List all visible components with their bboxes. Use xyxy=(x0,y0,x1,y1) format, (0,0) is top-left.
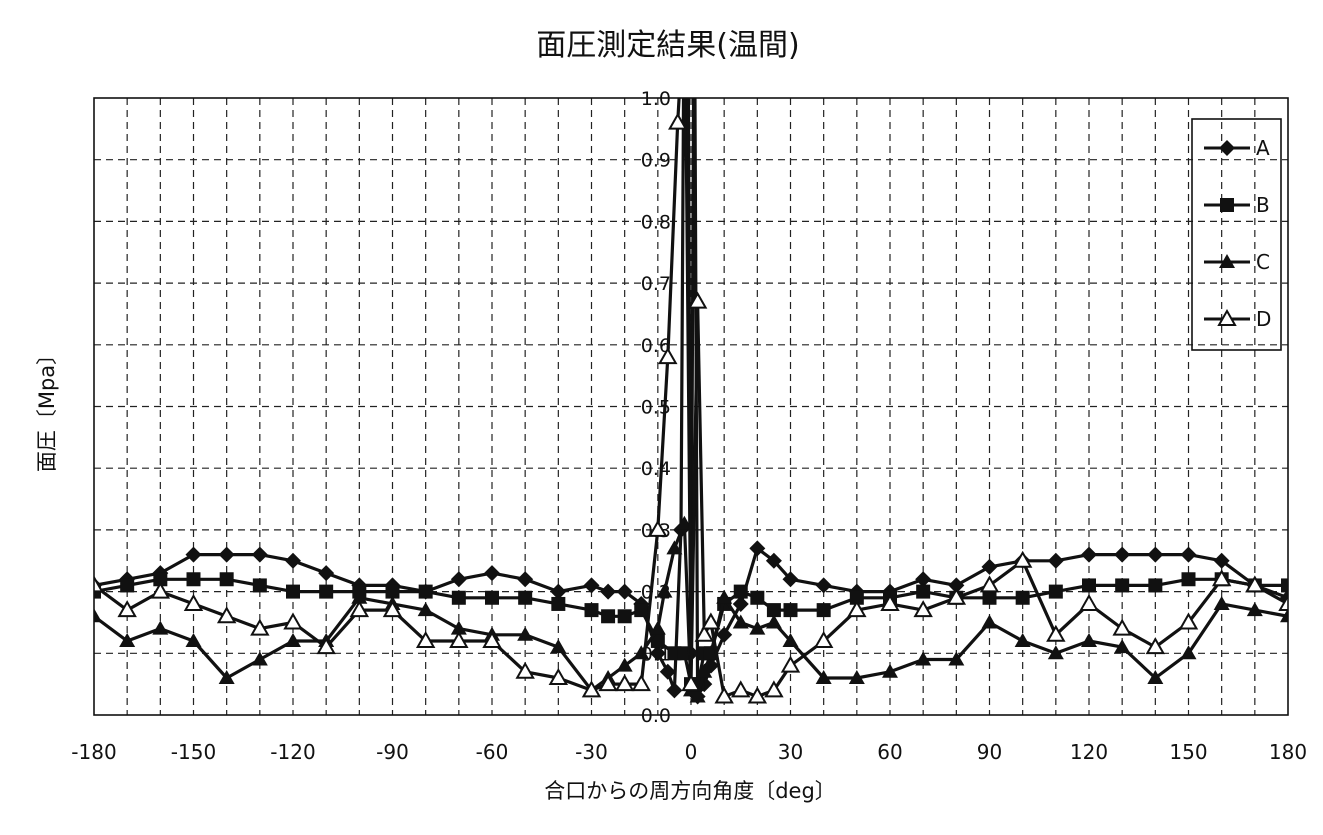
legend-label: B xyxy=(1256,193,1270,217)
data-point xyxy=(285,614,301,628)
data-point xyxy=(666,682,682,698)
data-point xyxy=(600,584,616,600)
data-point xyxy=(285,553,301,569)
y-tick-label: 0.0 xyxy=(641,705,671,727)
data-point xyxy=(1081,596,1097,610)
data-point xyxy=(1147,547,1163,563)
data-point xyxy=(252,547,268,563)
x-tick-label: 120 xyxy=(1070,740,1108,764)
series-layer xyxy=(86,0,1296,704)
data-point xyxy=(983,591,997,605)
data-point xyxy=(186,547,202,563)
data-point xyxy=(1048,553,1064,569)
y-axis-label: 面圧〔Mpa〕 xyxy=(35,344,59,472)
x-tick-label: 30 xyxy=(778,740,803,764)
data-point xyxy=(120,578,134,592)
x-tick-label: -120 xyxy=(270,740,315,764)
data-point xyxy=(451,571,467,587)
legend-label: A xyxy=(1256,136,1270,160)
data-point xyxy=(601,609,615,623)
y-tick-label: 0.7 xyxy=(641,273,671,295)
data-point xyxy=(1114,547,1130,563)
data-point xyxy=(551,597,565,611)
data-point xyxy=(319,585,333,599)
data-point xyxy=(1082,578,1096,592)
y-tick-label: 1.0 xyxy=(641,88,671,110)
x-tick-label: 0 xyxy=(685,740,698,764)
legend-item-c: C xyxy=(1204,250,1270,274)
data-point xyxy=(916,585,930,599)
data-point xyxy=(733,682,749,696)
data-point xyxy=(584,577,600,593)
x-tick-label: 180 xyxy=(1269,740,1307,764)
data-point xyxy=(585,603,599,617)
legend: A B C D xyxy=(1192,119,1281,350)
x-tick-label: -60 xyxy=(476,740,509,764)
data-point xyxy=(784,603,798,617)
data-point xyxy=(1049,585,1063,599)
chart-title: 面圧測定結果(温間) xyxy=(536,28,799,63)
x-tick-label: 150 xyxy=(1169,740,1207,764)
data-point xyxy=(419,585,433,599)
data-point xyxy=(219,547,235,563)
x-tick-label: -180 xyxy=(71,740,116,764)
x-tick-label: -90 xyxy=(376,740,409,764)
legend-item-a: A xyxy=(1204,136,1270,160)
data-point xyxy=(286,585,300,599)
legend-label: D xyxy=(1256,307,1271,331)
data-point xyxy=(485,591,499,605)
y-tick-label: 0.4 xyxy=(641,458,671,480)
legend-item-b: B xyxy=(1204,193,1270,217)
data-point xyxy=(634,603,648,617)
data-point xyxy=(1015,633,1031,647)
data-point xyxy=(253,578,267,592)
x-tick-label: -150 xyxy=(171,740,216,764)
data-point xyxy=(484,565,500,581)
data-point xyxy=(1081,633,1097,647)
data-point xyxy=(452,591,466,605)
data-point xyxy=(1182,572,1196,586)
series-d xyxy=(86,0,1296,702)
data-point xyxy=(817,603,831,617)
legend-label: C xyxy=(1256,250,1270,274)
data-point xyxy=(1148,578,1162,592)
data-point xyxy=(318,565,334,581)
data-point xyxy=(1214,596,1230,610)
data-point xyxy=(518,591,532,605)
x-axis-label: 合口からの周方向角度〔deg〕 xyxy=(544,779,836,803)
data-point xyxy=(1081,547,1097,563)
x-tick-label: 90 xyxy=(977,740,1002,764)
data-point xyxy=(517,571,533,587)
data-point xyxy=(982,614,998,628)
data-point xyxy=(618,609,632,623)
legend-item-d: D xyxy=(1204,307,1271,331)
x-tick-label: -30 xyxy=(575,740,608,764)
x-tick-label: 60 xyxy=(877,740,902,764)
legend-marker xyxy=(1219,140,1235,156)
data-point xyxy=(152,621,168,635)
data-point xyxy=(734,585,748,599)
data-point xyxy=(187,572,201,586)
data-point xyxy=(1181,547,1197,563)
y-tick-label: 0.9 xyxy=(641,150,671,172)
data-point xyxy=(1115,578,1129,592)
y-tick-label: 0.8 xyxy=(641,211,671,233)
data-point xyxy=(982,559,998,575)
data-point xyxy=(220,572,234,586)
data-point xyxy=(750,591,764,605)
legend-marker xyxy=(1220,198,1234,212)
data-point xyxy=(1016,591,1030,605)
